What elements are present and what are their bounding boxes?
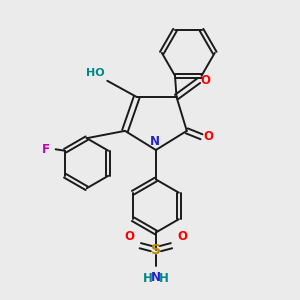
Text: F: F: [42, 143, 50, 156]
Text: S: S: [151, 243, 161, 257]
Text: O: O: [204, 130, 214, 143]
Text: HO: HO: [86, 68, 105, 78]
Text: O: O: [177, 230, 188, 243]
Text: H: H: [159, 272, 169, 285]
Text: O: O: [201, 74, 211, 87]
Text: O: O: [124, 230, 134, 243]
Text: H: H: [143, 272, 153, 285]
Text: N: N: [149, 135, 159, 148]
Text: N: N: [151, 271, 161, 284]
